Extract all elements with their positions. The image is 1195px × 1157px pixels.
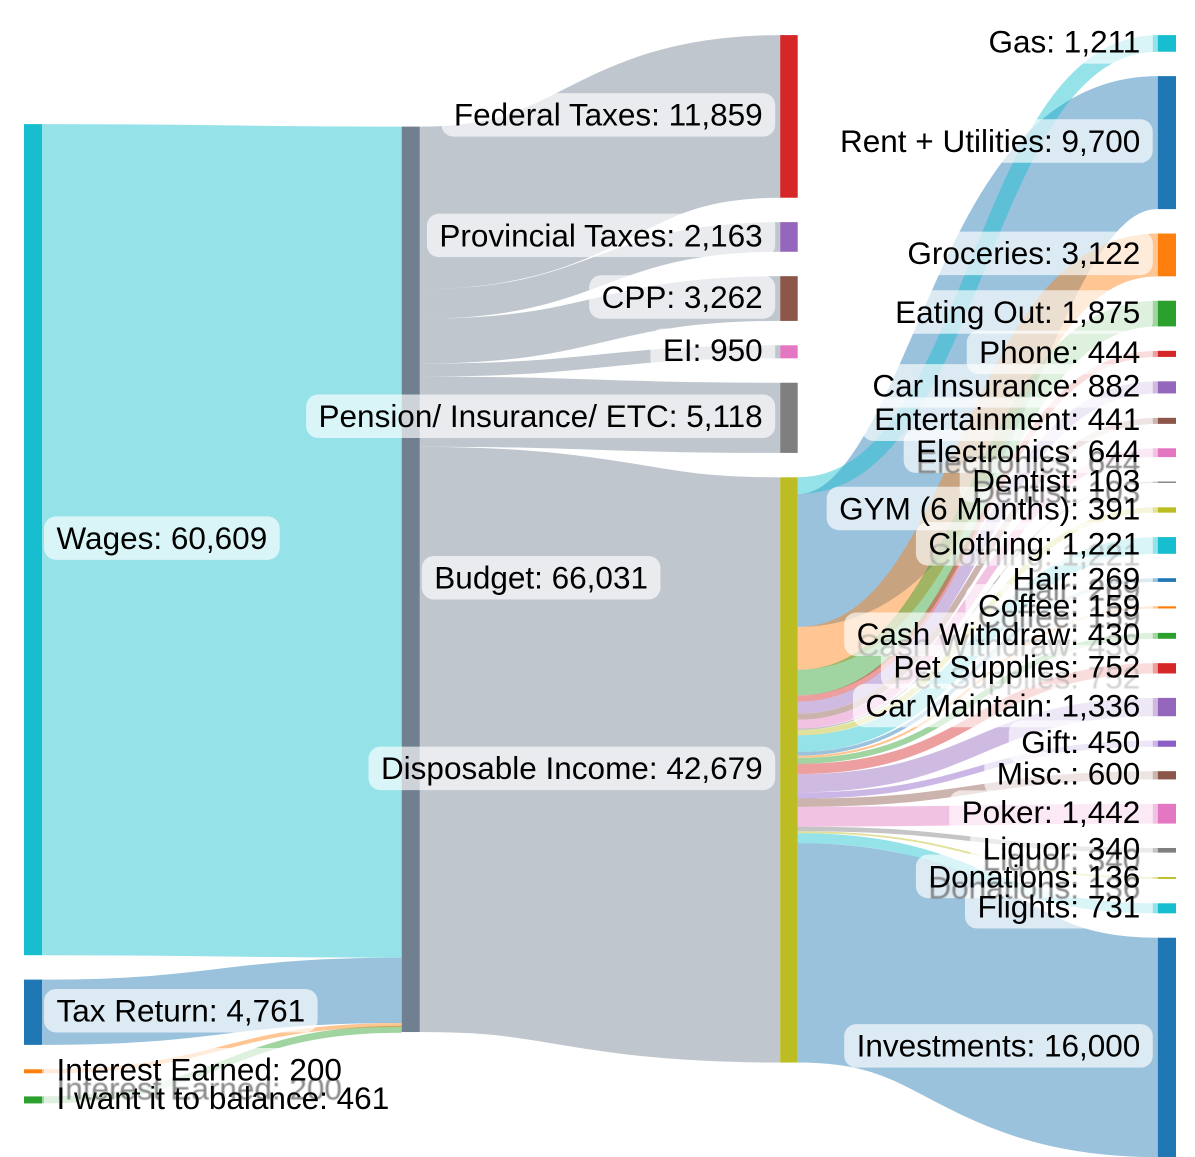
svg-text:Misc.: 600: Misc.: 600: [997, 756, 1141, 792]
svg-text:Phone: 444: Phone: 444: [979, 334, 1140, 370]
svg-text:Disposable Income: 42,679: Disposable Income: 42,679: [381, 750, 763, 786]
svg-text:Cash Withdraw: 430: Cash Withdraw: 430: [857, 616, 1141, 652]
svg-text:Federal Taxes: 11,859: Federal Taxes: 11,859: [454, 97, 763, 133]
svg-text:Eating Out: 1,875: Eating Out: 1,875: [895, 294, 1140, 330]
svg-text:Liquor: 340: Liquor: 340: [983, 831, 1141, 867]
svg-text:EI: 950: EI: 950: [663, 332, 763, 368]
svg-text:Pension/ Insurance/ ETC: 5,118: Pension/ Insurance/ ETC: 5,118: [319, 398, 763, 434]
svg-text:Donations: 136: Donations: 136: [928, 858, 1140, 894]
svg-text:Coffee: 159: Coffee: 159: [978, 599, 1140, 635]
svg-text:I want it to balance: 461: I want it to balance: 461: [57, 1080, 390, 1116]
svg-text:Wages: 60,609: Wages: 60,609: [57, 520, 268, 556]
svg-text:Rent + Utilities: 9,700: Rent + Utilities: 9,700: [840, 123, 1140, 159]
svg-text:Tax Return: 4,761: Tax Return: 4,761: [57, 993, 306, 1029]
svg-text:Budget: 66,031: Budget: 66,031: [434, 560, 648, 596]
svg-text:Coffee: 159: Coffee: 159: [978, 588, 1140, 624]
svg-text:Entertainment: 441: Entertainment: 441: [874, 401, 1140, 437]
svg-text:Gift: 450: Gift: 450: [1021, 724, 1140, 760]
svg-text:Donations: 136: Donations: 136: [928, 869, 1140, 905]
svg-text:Liquor: 340: Liquor: 340: [983, 842, 1141, 878]
svg-text:Groceries: 3,122: Groceries: 3,122: [907, 235, 1140, 271]
svg-text:Gas: 1,211: Gas: 1,211: [989, 24, 1141, 60]
svg-text:Provincial Taxes: 2,163: Provincial Taxes: 2,163: [439, 217, 762, 253]
svg-text:Flights: 731: Flights: 731: [977, 889, 1140, 925]
svg-text:Clothing: 1,221: Clothing: 1,221: [928, 537, 1140, 573]
svg-text:Hair: 269: Hair: 269: [1012, 571, 1140, 607]
svg-text:Pet Supplies: 752: Pet Supplies: 752: [893, 649, 1140, 685]
svg-text:Interest Earned: 200: Interest Earned: 200: [57, 1052, 342, 1088]
svg-text:Hair: 269: Hair: 269: [1012, 560, 1140, 596]
svg-text:Pet Supplies: 752: Pet Supplies: 752: [893, 660, 1140, 696]
svg-text:Car Insurance: 882: Car Insurance: 882: [872, 368, 1140, 404]
svg-text:Cash Withdraw: 430: Cash Withdraw: 430: [857, 627, 1141, 663]
svg-text:Electronics: 644: Electronics: 644: [916, 433, 1140, 469]
svg-text:Dentist: 103: Dentist: 103: [972, 474, 1140, 510]
svg-text:GYM (6 Months): 391: GYM (6 Months): 391: [839, 490, 1140, 526]
svg-text:Poker: 1,442: Poker: 1,442: [962, 794, 1141, 830]
svg-text:Clothing: 1,221: Clothing: 1,221: [928, 526, 1140, 562]
svg-text:Car Maintain: 1,336: Car Maintain: 1,336: [865, 687, 1140, 723]
svg-text:Investments: 16,000: Investments: 16,000: [857, 1028, 1141, 1064]
svg-text:Electronics: 644: Electronics: 644: [916, 444, 1140, 480]
svg-text:Dentist: 103: Dentist: 103: [972, 463, 1140, 499]
svg-text:Interest Earned: 200: Interest Earned: 200: [57, 1071, 342, 1107]
svg-text:CPP: 3,262: CPP: 3,262: [602, 279, 763, 315]
